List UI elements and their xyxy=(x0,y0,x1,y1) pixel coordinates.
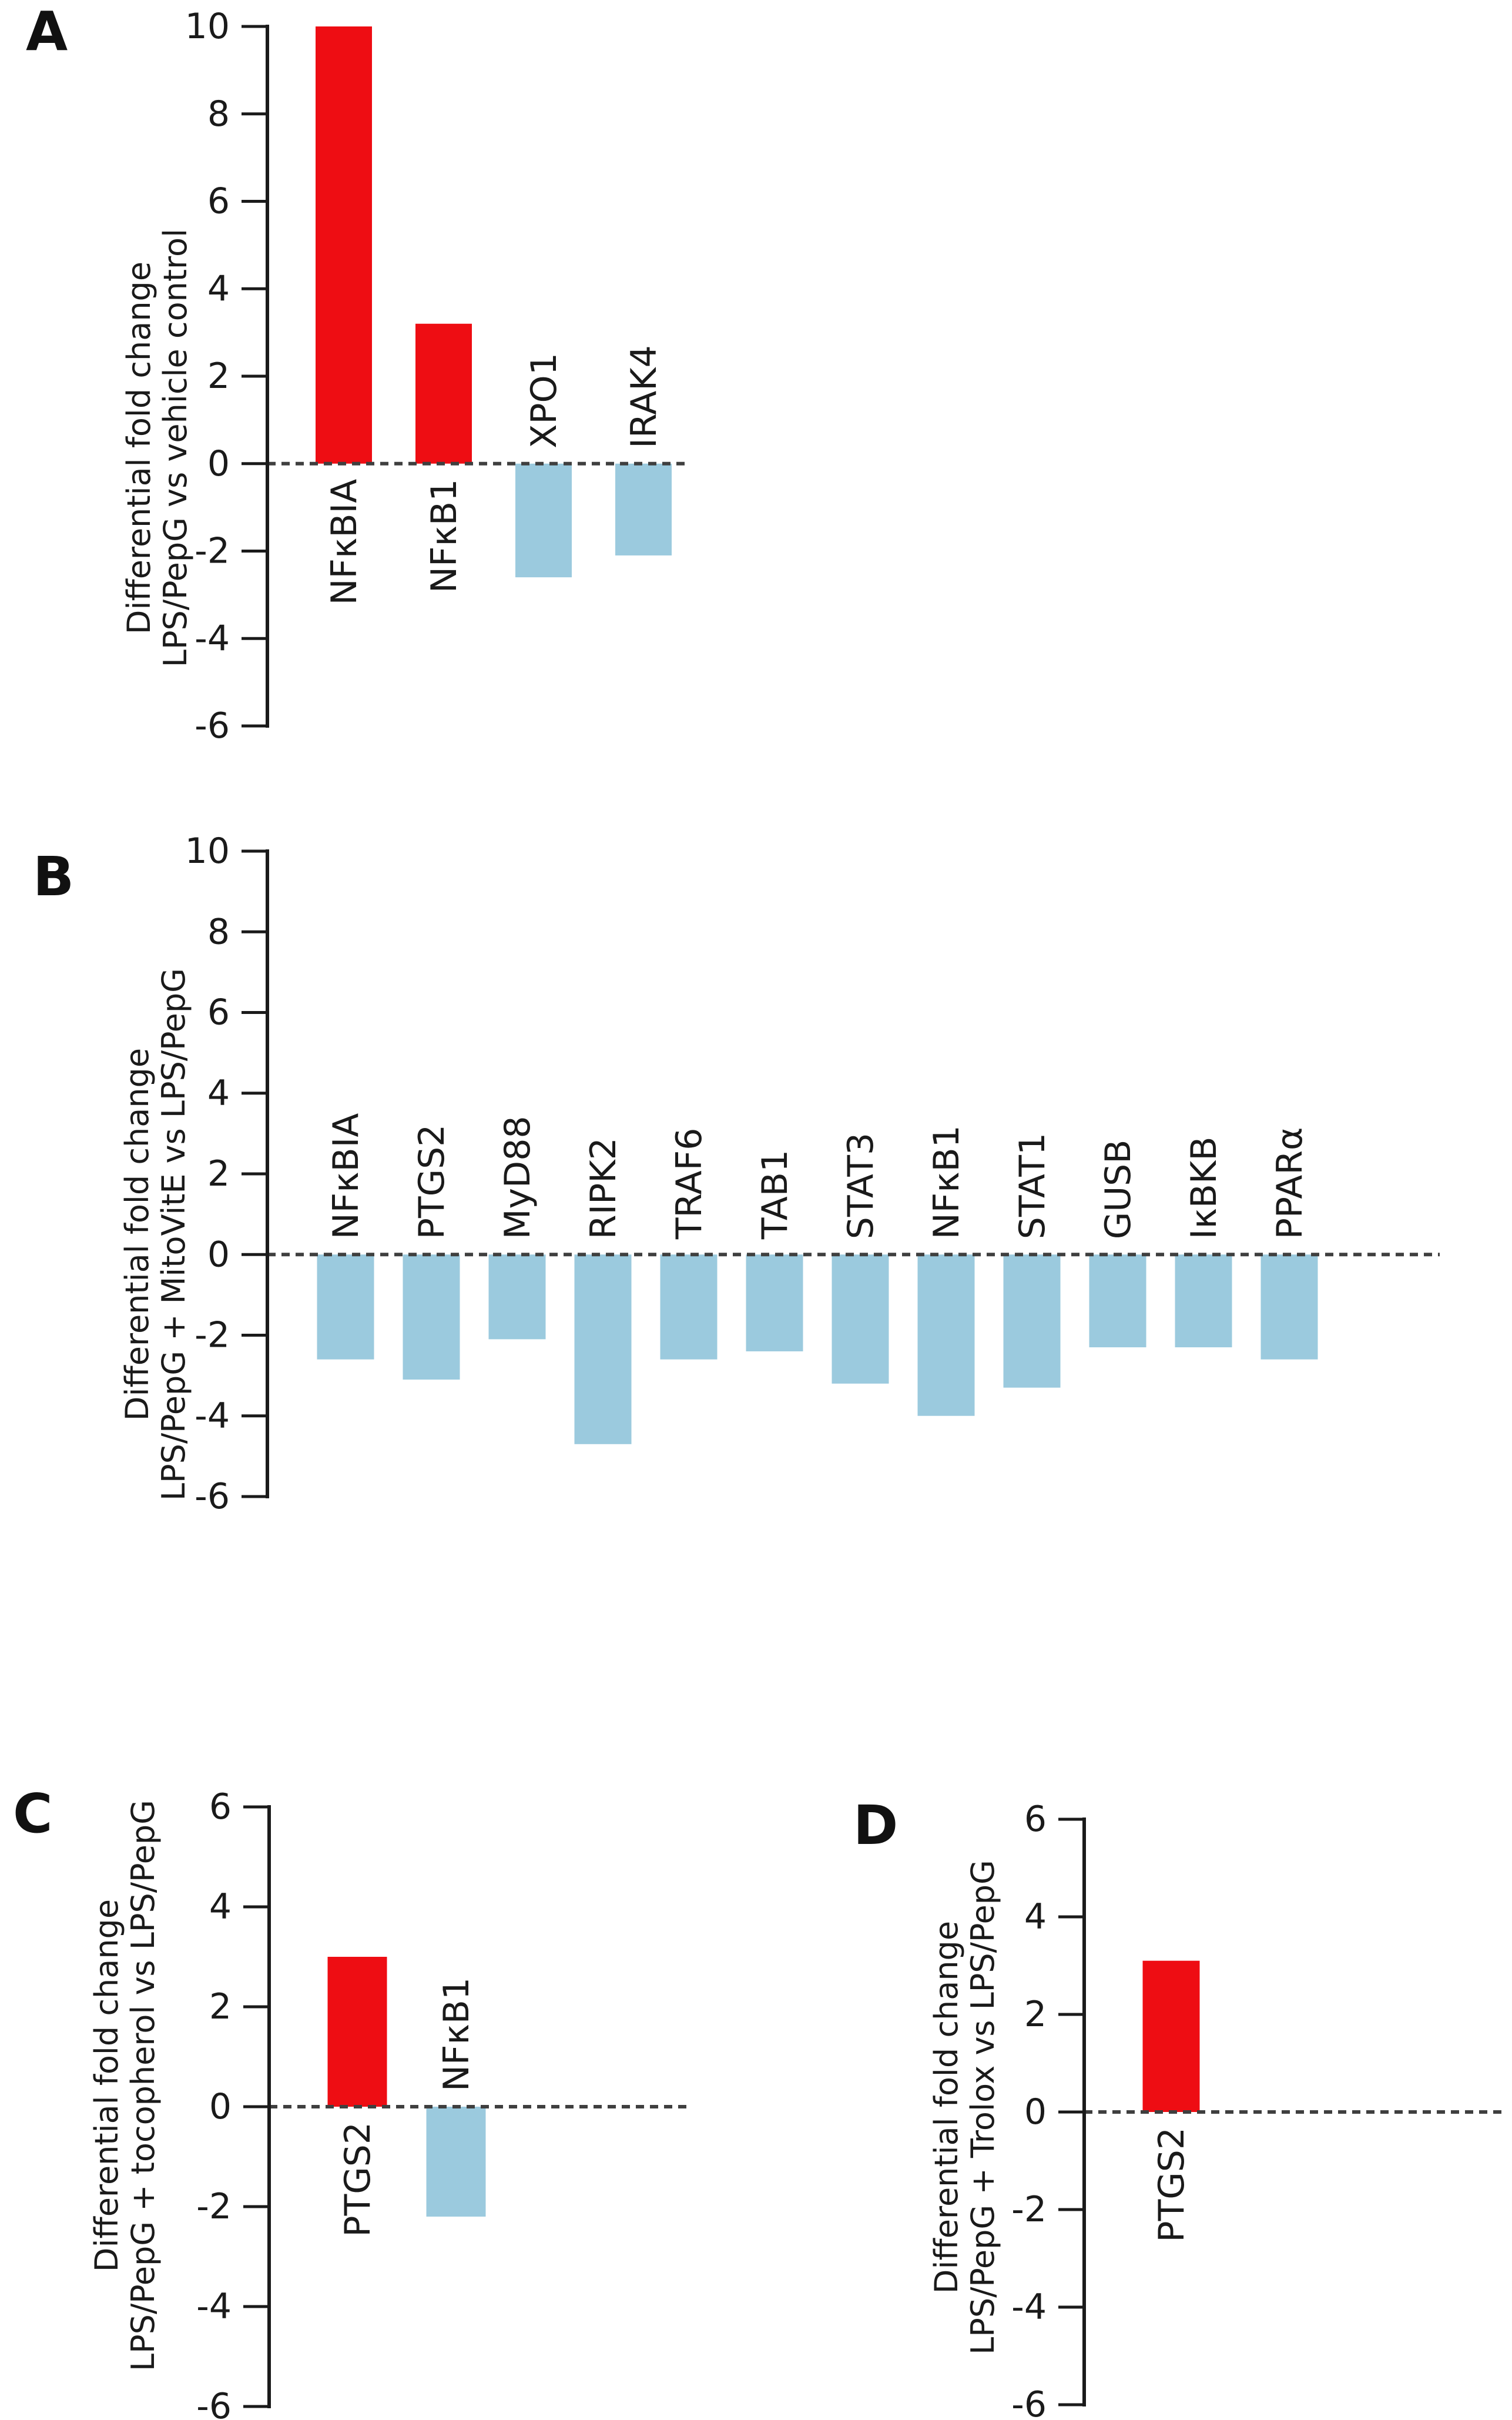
chart-c-plot: 6 4 2 0 -2 -4 -6 PTGS2 NFκB1 xyxy=(196,1786,690,2420)
y-tick-label-6: 6 xyxy=(1024,1799,1047,1840)
bar-PTGS2 xyxy=(403,1254,460,1380)
y-tick-label-0: 0 xyxy=(207,443,230,484)
bar-NFκB1 xyxy=(917,1254,975,1416)
bar-IRAK4 xyxy=(615,463,672,555)
bar-NFκBIA xyxy=(317,1254,374,1360)
bar-NFκB1 xyxy=(426,2107,486,2217)
bar-label-NFκB1: NFκB1 xyxy=(424,479,465,593)
y-tick-label--4: -4 xyxy=(1011,2287,1047,2328)
panel-label-d: D xyxy=(853,1794,899,1857)
bar-label-TAB1: TAB1 xyxy=(755,1150,796,1240)
bar-label-PTGS2: PTGS2 xyxy=(411,1124,452,1240)
bar-label-STAT1: STAT1 xyxy=(1012,1133,1053,1239)
y-tick-label-4: 4 xyxy=(207,1073,230,1114)
y-tick-label-4: 4 xyxy=(207,268,230,309)
bar-IκBKB xyxy=(1175,1254,1232,1348)
y-tick-label-10: 10 xyxy=(185,831,230,872)
y-tick-label--6: -6 xyxy=(1011,2384,1047,2420)
bar-RIPK2 xyxy=(574,1254,632,1444)
y-tick-label-0: 0 xyxy=(207,1234,230,1275)
bar-label-STAT3: STAT3 xyxy=(840,1133,881,1239)
bar-label-XPO1: XPO1 xyxy=(524,353,565,448)
y-tick-label--2: -2 xyxy=(195,1315,230,1356)
y-tick-label--4: -4 xyxy=(195,1395,230,1437)
y-tick-label--4: -4 xyxy=(195,618,230,659)
y-tick-label-0: 0 xyxy=(209,2086,232,2127)
bar-NFκB1 xyxy=(415,323,472,464)
bar-label-PPARα: PPARα xyxy=(1269,1127,1310,1239)
bar-label-RIPK2: RIPK2 xyxy=(583,1137,624,1239)
bar-NFκBIA xyxy=(316,26,372,464)
panel-label-a: A xyxy=(26,0,68,63)
bar-label-NFκB1: NFκB1 xyxy=(926,1125,967,1239)
chart-b-plot: 10 8 6 4 2 0 -2 -4 -6 NFκBIA PTGS2 MyD88 RIPK2 TRAF6 T… xyxy=(185,831,1440,1517)
y-tick-label-6: 6 xyxy=(207,992,230,1033)
y-tick-label-2: 2 xyxy=(209,1986,232,2027)
panel-label-b: B xyxy=(33,845,75,908)
y-tick-label--6: -6 xyxy=(196,2386,232,2420)
panel-label-c: C xyxy=(13,1782,53,1845)
bar-PPARα xyxy=(1260,1254,1318,1360)
bar-STAT3 xyxy=(832,1254,889,1384)
bar-PTGS2 xyxy=(1142,1960,1200,2112)
y-tick-label-2: 2 xyxy=(207,1153,230,1194)
y-tick-label-0: 0 xyxy=(1024,2091,1047,2133)
bar-TRAF6 xyxy=(660,1254,718,1360)
chart-a-plot: 10 8 6 4 2 0 -2 -4 -6 NFκBIA NFκB1 XPO1 IRAK4 xyxy=(185,6,690,747)
bar-GUSB xyxy=(1089,1254,1146,1348)
bar-label-IκBKB: IκBKB xyxy=(1184,1137,1225,1240)
bar-label-IRAK4: IRAK4 xyxy=(623,345,665,448)
y-tick-label-10: 10 xyxy=(185,6,230,47)
bar-label-PTGS2: PTGS2 xyxy=(1151,2127,1192,2242)
bar-label-NFκBIA: NFκBIA xyxy=(326,1113,367,1240)
bar-STAT1 xyxy=(1003,1254,1061,1388)
y-tick-label--6: -6 xyxy=(195,705,230,747)
bar-TAB1 xyxy=(746,1254,803,1351)
y-tick-label--2: -2 xyxy=(196,2186,232,2227)
y-tick-label-8: 8 xyxy=(207,93,230,135)
bar-label-MyD88: MyD88 xyxy=(497,1116,538,1239)
bar-label-NFκB1: NFκB1 xyxy=(436,1977,477,2091)
bar-label-NFκBIA: NFκBIA xyxy=(324,479,365,605)
bar-label-TRAF6: TRAF6 xyxy=(669,1128,710,1240)
y-tick-label-4: 4 xyxy=(209,1886,232,1927)
bar-PTGS2 xyxy=(327,1957,387,2107)
y-tick-label-6: 6 xyxy=(207,181,230,222)
y-tick-label--4: -4 xyxy=(196,2286,232,2327)
y-tick-label-2: 2 xyxy=(1024,1994,1047,2035)
y-tick-label--2: -2 xyxy=(195,531,230,572)
y-tick-label-6: 6 xyxy=(209,1786,232,1827)
bar-label-GUSB: GUSB xyxy=(1098,1140,1139,1240)
y-tick-label-8: 8 xyxy=(207,911,230,952)
y-tick-label-2: 2 xyxy=(207,356,230,397)
y-tick-label--6: -6 xyxy=(195,1476,230,1517)
bar-MyD88 xyxy=(488,1254,546,1340)
y-tick-label--2: -2 xyxy=(1011,2189,1047,2230)
y-tick-label-4: 4 xyxy=(1024,1896,1047,1937)
chart-d-plot: 6 4 2 0 -2 -4 -6 PTGS2 xyxy=(1011,1799,1504,2420)
bar-label-PTGS2: PTGS2 xyxy=(337,2122,378,2237)
bar-XPO1 xyxy=(515,463,572,578)
